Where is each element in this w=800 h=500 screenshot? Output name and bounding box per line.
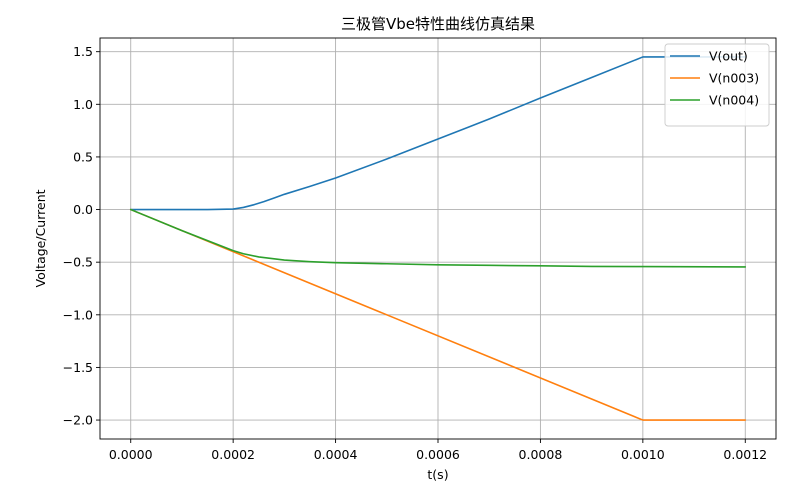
series-line-1 bbox=[129, 56, 747, 211]
series-layer bbox=[129, 56, 747, 421]
x-tick-label: 0.0000 bbox=[109, 447, 153, 462]
x-tick-label: 0.0002 bbox=[211, 447, 255, 462]
y-tick-label: 0.0 bbox=[73, 202, 93, 217]
x-tick-label: 0.0012 bbox=[723, 447, 767, 462]
legend: V(out) V(n003) V(n004) bbox=[664, 43, 770, 127]
y-axis-label: Voltage/Current bbox=[33, 189, 48, 287]
y-tick-label: −0.5 bbox=[63, 255, 93, 270]
grid-lines bbox=[100, 38, 776, 439]
y-tick-label: 0.5 bbox=[73, 149, 93, 164]
y-axis: −2.0 −1.5 −1.0 −0.5 0.0 0.5 1.0 1.5 bbox=[63, 44, 100, 428]
chart-title: 三极管Vbe特性曲线仿真结果 bbox=[341, 15, 535, 33]
x-tick-label: 0.0010 bbox=[621, 447, 665, 462]
series-line-2 bbox=[129, 208, 747, 421]
x-axis: 0.0000 0.0002 0.0004 0.0006 0.0008 0.0010 0.00… bbox=[109, 439, 767, 462]
y-tick-label: 1.5 bbox=[73, 44, 93, 59]
series-line-3 bbox=[129, 208, 747, 268]
y-tick-label: −1.5 bbox=[63, 360, 93, 375]
legend-box bbox=[664, 43, 770, 127]
legend-label-2: V(n003) bbox=[709, 71, 759, 86]
x-tick-label: 0.0004 bbox=[314, 447, 358, 462]
legend-label-3: V(n004) bbox=[709, 93, 759, 108]
y-tick-label: −2.0 bbox=[63, 413, 93, 428]
y-tick-label: −1.0 bbox=[63, 307, 93, 322]
y-tick-label: 1.0 bbox=[73, 97, 93, 112]
x-tick-label: 0.0008 bbox=[519, 447, 563, 462]
x-axis-label: t(s) bbox=[427, 467, 448, 482]
x-tick-label: 0.0006 bbox=[416, 447, 460, 462]
legend-label-1: V(out) bbox=[709, 49, 748, 64]
